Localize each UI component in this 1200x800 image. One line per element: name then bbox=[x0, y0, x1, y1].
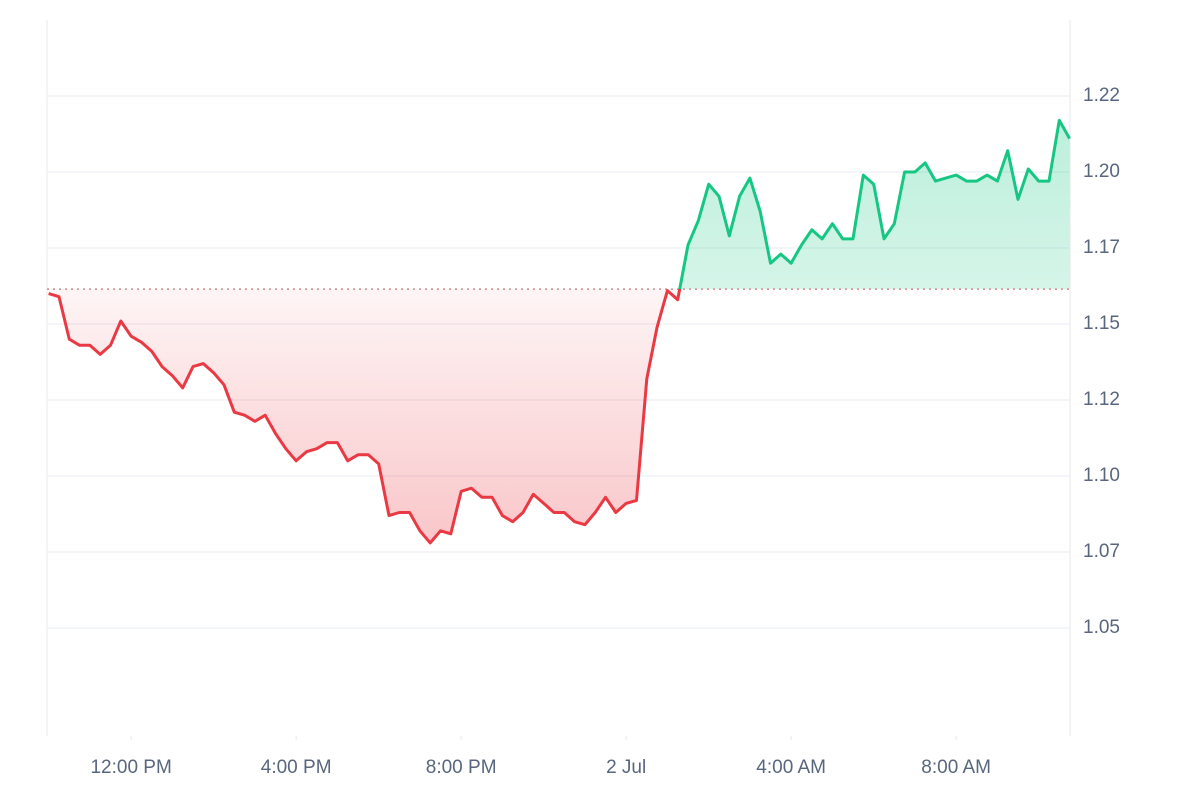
area bbox=[48, 120, 1070, 543]
y-tick-label: 1.07 bbox=[1083, 541, 1120, 562]
x-tick-label: 4:00 AM bbox=[756, 757, 826, 778]
y-tick-label: 1.20 bbox=[1083, 161, 1120, 182]
x-tick-label: 8:00 AM bbox=[921, 757, 991, 778]
y-tick-label: 1.22 bbox=[1083, 85, 1120, 106]
y-tick-label: 1.12 bbox=[1083, 389, 1120, 410]
y-tick-label: 1.10 bbox=[1083, 465, 1120, 486]
x-tick-label: 12:00 PM bbox=[90, 757, 171, 778]
y-tick-label: 1.17 bbox=[1083, 237, 1120, 258]
x-tick-label: 4:00 PM bbox=[261, 757, 332, 778]
y-tick-label: 1.15 bbox=[1083, 313, 1120, 334]
y-tick-label: 1.05 bbox=[1083, 617, 1120, 638]
x-tick-label: 8:00 PM bbox=[426, 757, 497, 778]
price-line bbox=[48, 118, 1071, 545]
x-tick-label: 2 Jul bbox=[606, 757, 646, 778]
